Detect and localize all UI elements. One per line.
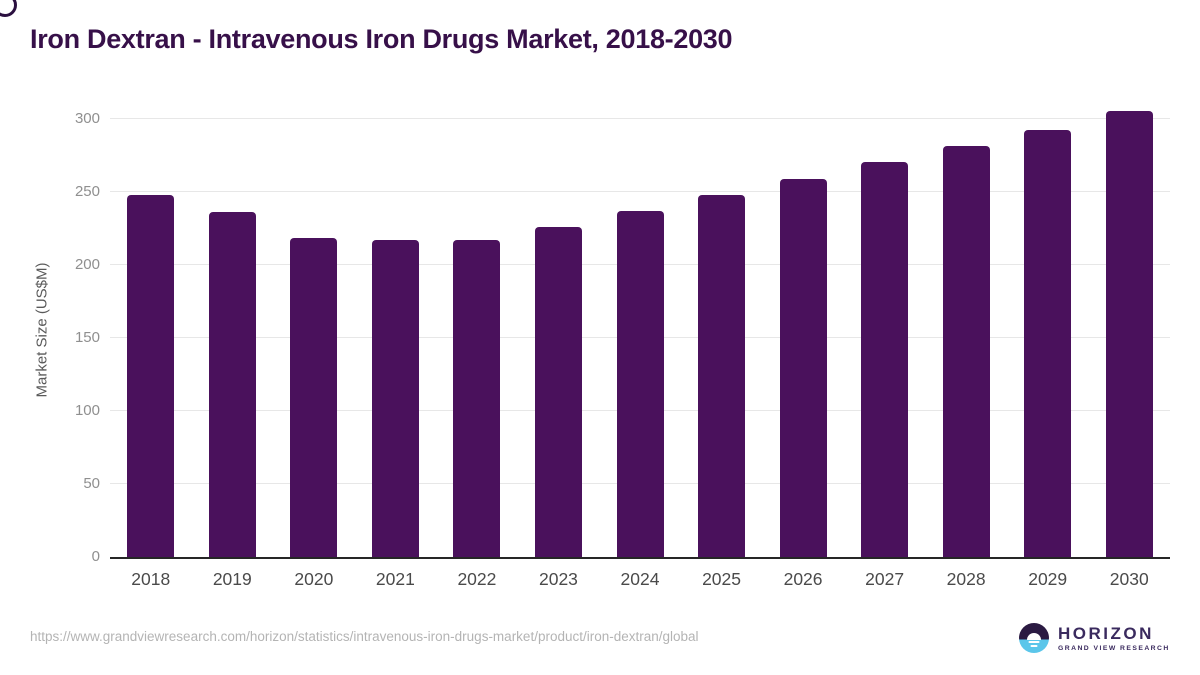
logo-text: HORIZON GRAND VIEW RESEARCH (1058, 623, 1170, 652)
bar-2019[interactable] (208, 212, 256, 557)
bar-2018[interactable] (127, 194, 175, 557)
bar-2021[interactable] (371, 239, 419, 557)
y-tick-label-50: 50 (83, 474, 100, 492)
x-tick-label-2019: 2019 (212, 569, 252, 589)
bar-2029[interactable] (1024, 130, 1072, 557)
bar-2024[interactable] (616, 210, 664, 557)
y-tick-label-100: 100 (74, 401, 100, 419)
y-tick-label-300: 300 (74, 109, 100, 127)
x-tick-label-2026: 2026 (783, 569, 823, 589)
sun-reflection-line (1030, 644, 1038, 647)
bar-2030[interactable] (1105, 111, 1153, 557)
x-tick-label-2025: 2025 (702, 569, 741, 589)
x-tick-label-2021: 2021 (375, 569, 415, 589)
bar-2025[interactable] (698, 194, 746, 557)
y-tick-label-200: 200 (74, 255, 100, 273)
corner-decoration (0, 0, 17, 17)
chart-title: Iron Dextran - Intravenous Iron Drugs Ma… (30, 24, 733, 54)
x-tick-label-2030: 2030 (1109, 569, 1149, 589)
y-tick-label-150: 150 (74, 328, 100, 346)
logo-sub-brand: GRAND VIEW RESEARCH (1058, 644, 1170, 652)
sun-dome-shape (1027, 632, 1041, 640)
horizon-logo: HORIZON GRAND VIEW RESEARCH (1019, 623, 1170, 655)
logo-brand-name: HORIZON (1058, 624, 1154, 643)
x-tick-label-2022: 2022 (457, 569, 497, 589)
plot-area (110, 104, 1170, 559)
y-axis-title: Market Size (US$M) (33, 262, 51, 398)
x-tick-label-2028: 2028 (946, 569, 986, 589)
x-tick-label-2023: 2023 (538, 569, 578, 589)
x-axis-tick-labels: 2018 2019 2020 2021 2022 2023 2024 2025 2026 2027… (110, 569, 1170, 593)
x-tick-label-2027: 2027 (865, 569, 905, 589)
gridline-250 (110, 190, 1170, 192)
bar-2028[interactable] (942, 146, 990, 557)
source-url: https://www.grandviewresearch.com/horizo… (30, 629, 699, 644)
bar-2022[interactable] (453, 239, 501, 557)
gridline-300 (110, 117, 1170, 119)
sun-reflection-line (1028, 641, 1040, 643)
bar-2023[interactable] (534, 226, 582, 557)
y-tick-label-0: 0 (91, 548, 100, 565)
x-tick-label-2029: 2029 (1028, 569, 1068, 589)
x-tick-label-2020: 2020 (294, 569, 334, 589)
bar-2026[interactable] (779, 178, 827, 557)
horizon-sun-circle-icon (1019, 623, 1049, 653)
x-tick-label-2018: 2018 (131, 569, 171, 589)
y-axis-tick-labels: 0 50 100 150 200 250 300 (55, 104, 100, 565)
bar-2027[interactable] (861, 162, 909, 557)
x-tick-label-2024: 2024 (620, 569, 660, 589)
y-tick-label-250: 250 (74, 182, 100, 200)
bar-2020[interactable] (290, 238, 338, 557)
